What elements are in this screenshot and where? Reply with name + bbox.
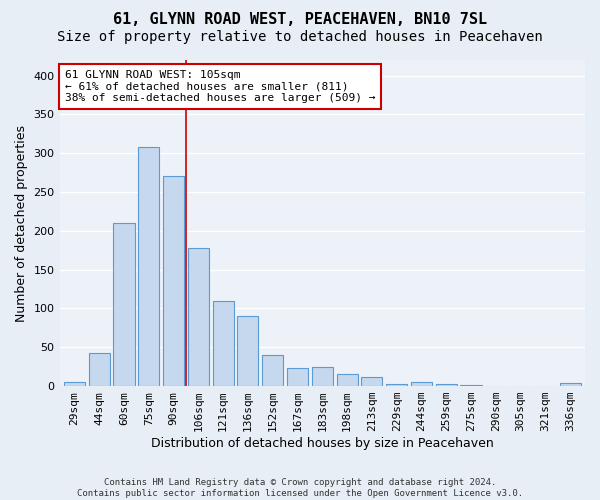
Text: 61, GLYNN ROAD WEST, PEACEHAVEN, BN10 7SL: 61, GLYNN ROAD WEST, PEACEHAVEN, BN10 7S… (113, 12, 487, 28)
Bar (64, 382, 85, 386)
Bar (386, 384, 407, 386)
Bar (560, 383, 581, 386)
Bar (337, 374, 358, 386)
Bar (138, 147, 160, 386)
Text: Size of property relative to detached houses in Peacehaven: Size of property relative to detached ho… (57, 30, 543, 44)
Bar (238, 316, 259, 386)
Y-axis label: Number of detached properties: Number of detached properties (15, 124, 28, 322)
Bar (411, 382, 432, 386)
Bar (212, 300, 233, 386)
Bar (287, 368, 308, 386)
Bar (361, 377, 382, 386)
Bar (312, 366, 333, 386)
Text: 61 GLYNN ROAD WEST: 105sqm
← 61% of detached houses are smaller (811)
38% of sem: 61 GLYNN ROAD WEST: 105sqm ← 61% of deta… (65, 70, 375, 103)
Bar (188, 248, 209, 386)
Text: Contains HM Land Registry data © Crown copyright and database right 2024.
Contai: Contains HM Land Registry data © Crown c… (77, 478, 523, 498)
Bar (262, 355, 283, 386)
Bar (113, 223, 134, 386)
Bar (163, 176, 184, 386)
Bar (89, 354, 110, 386)
Bar (436, 384, 457, 386)
X-axis label: Distribution of detached houses by size in Peacehaven: Distribution of detached houses by size … (151, 437, 494, 450)
